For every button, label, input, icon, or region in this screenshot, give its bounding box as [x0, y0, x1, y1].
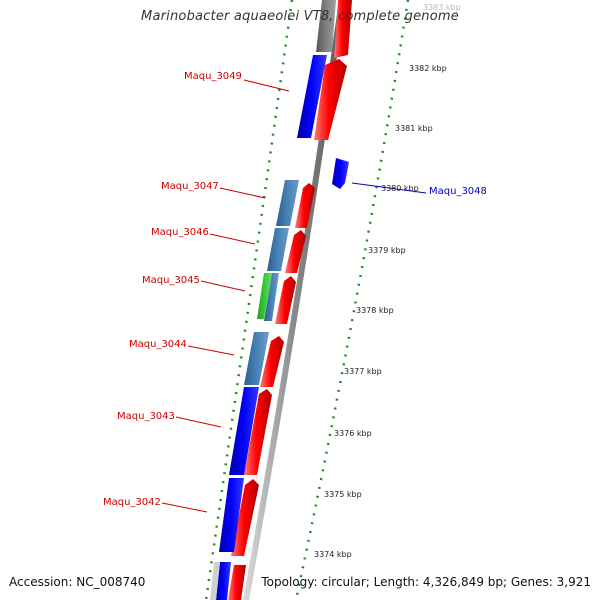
- gene-label-maqu-3043[interactable]: Maqu_3043: [117, 411, 175, 422]
- forward-gene-arrow: [260, 336, 284, 387]
- scale-label-3375: 3375 kbp: [324, 490, 362, 499]
- leader-line: [209, 233, 256, 245]
- forward-gene-arrow: [285, 230, 306, 273]
- leader-line: [219, 187, 266, 199]
- gene-label-maqu-3044[interactable]: Maqu_3044: [129, 339, 187, 350]
- reverse-gene-block: [216, 562, 231, 600]
- reverse-gene-block: [297, 55, 327, 138]
- forward-gene-arrow: [231, 479, 259, 556]
- accession-text: Accession: NC_008740: [9, 575, 146, 589]
- gene-label-maqu-3042[interactable]: Maqu_3042: [103, 497, 161, 508]
- forward-gene-arrow: [334, 0, 352, 58]
- reverse-gene-block: [264, 273, 279, 321]
- leader-line: [351, 182, 427, 194]
- reverse-gene-block: [316, 0, 336, 52]
- leader-line: [243, 79, 290, 92]
- leader-line: [161, 502, 208, 513]
- leader-line: [175, 416, 222, 428]
- scale-label-3374: 3374 kbp: [314, 550, 352, 559]
- reverse-gene-block: [244, 332, 269, 385]
- scale-label-3382: 3382 kbp: [409, 64, 447, 73]
- reverse-gene-block: [210, 562, 220, 600]
- gene-label-maqu-3045[interactable]: Maqu_3045: [142, 275, 200, 286]
- label-leader-lines: [161, 79, 427, 513]
- reverse-gene-block: [219, 478, 244, 552]
- forward-gene-arrow: [275, 276, 296, 324]
- reverse-strand-genes: [210, 0, 349, 600]
- forward-gene-arrow: [295, 183, 315, 228]
- scale-label-3380: 3380 kbp: [381, 184, 419, 193]
- forward-gene-arrow: [244, 389, 272, 475]
- genome-title: Marinobacter aquaeolei VT8, complete gen…: [141, 9, 459, 24]
- gene-label-maqu-3048[interactable]: Maqu_3048: [429, 186, 487, 197]
- reverse-gene-block: [229, 387, 259, 475]
- forward-gene-arrow: [314, 59, 347, 140]
- gene-label-maqu-3049[interactable]: Maqu_3049: [184, 71, 242, 82]
- forward-strand-genes: [228, 0, 352, 600]
- gene-maqu-3048-block: [332, 158, 349, 189]
- scale-label-3378: 3378 kbp: [356, 306, 394, 315]
- gene-label-maqu-3047[interactable]: Maqu_3047: [161, 181, 219, 192]
- genome-summary-text: Topology: circular; Length: 4,326,849 bp…: [261, 575, 591, 589]
- gene-label-maqu-3046[interactable]: Maqu_3046: [151, 227, 209, 238]
- leader-line: [187, 345, 235, 356]
- scale-label-3379: 3379 kbp: [368, 246, 406, 255]
- forward-gene-arrow: [228, 565, 246, 600]
- scale-label-3383: 3383 kbp: [423, 3, 461, 12]
- scale-label-3376: 3376 kbp: [334, 429, 372, 438]
- reverse-gene-block: [257, 273, 272, 319]
- leader-line: [200, 280, 246, 292]
- reverse-gene-block: [267, 228, 289, 271]
- reverse-gene-block: [276, 180, 299, 226]
- scale-label-3377: 3377 kbp: [344, 367, 382, 376]
- scale-label-3381: 3381 kbp: [395, 124, 433, 133]
